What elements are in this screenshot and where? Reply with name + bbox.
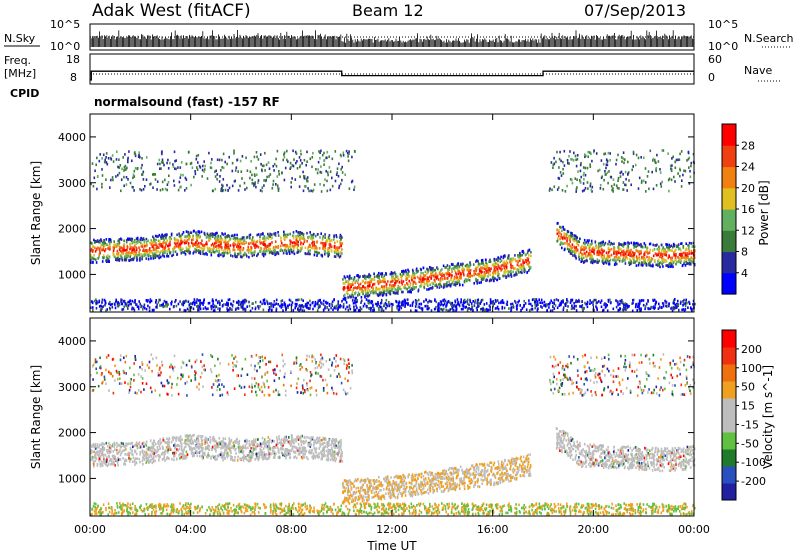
freq-tick-18: 18 — [66, 53, 80, 66]
time-axis-label: Time UT — [366, 539, 417, 553]
nave-label: Nave — [744, 64, 772, 77]
beam-title: Beam 12 — [352, 1, 424, 20]
cpid-label: CPID — [10, 87, 39, 100]
colorbar-tick-label: 8 — [741, 246, 748, 259]
xtick-label: 12:00 — [376, 523, 408, 536]
ytick-label: 4000 — [58, 335, 86, 348]
frequency-trace — [90, 70, 694, 81]
colorbar-tick-label: -15 — [741, 418, 759, 431]
xtick-label: 00:00 — [74, 523, 106, 536]
freq-panel: Freq. [MHz] 18 8 60 0 Nave — [4, 53, 780, 85]
noise-search-label: N.Search — [744, 32, 794, 45]
power-panel: 1000 2000 3000 4000 Slant Range [km] 4 8 12 16… — [29, 113, 771, 313]
ytick-label: 2000 — [58, 223, 86, 236]
colorbar-tick-label: -50 — [741, 437, 759, 450]
colorbar-tick-label: 200 — [741, 343, 762, 356]
noise-sky-trace — [89, 30, 694, 47]
colorbar-tick-label: 50 — [741, 381, 755, 394]
colorbar-tick-label: 15 — [741, 400, 755, 413]
xtick-label: 04:00 — [175, 523, 207, 536]
colorbar-tick-label: 24 — [741, 161, 755, 174]
noise-top-tick-left: 10^5 — [50, 18, 80, 31]
colorbar-tick-label: 20 — [741, 182, 755, 195]
colorbar-tick-label: 16 — [741, 203, 755, 216]
colorbar-tick-label: -200 — [741, 475, 766, 488]
noise-top-tick-right: 10^5 — [708, 18, 738, 31]
xtick-label: 00:00 — [678, 523, 710, 536]
date-title: 07/Sep/2013 — [584, 1, 686, 20]
power-colorbar-label: Power [dB] — [757, 180, 771, 245]
time-axis: 00:00 04:00 08:00 12:00 16:00 20:00 00:00 — [74, 114, 710, 536]
noise-panel: 10^5 10^0 10^5 10^0 N.Sky N.Search — [4, 18, 794, 53]
cpid-text: normalsound (fast) -157 RF — [94, 95, 280, 109]
velocity-colorbar-label: Velocity [m s^-1] — [761, 365, 775, 469]
power-colorbar: 4 8 12 16 20 24 28 — [721, 123, 755, 295]
noise-bottom-tick-left: 10^0 — [50, 40, 80, 53]
xtick-label: 20:00 — [577, 523, 609, 536]
colorbar-tick-label: 28 — [741, 139, 755, 152]
station-title: Adak West (fitACF) — [92, 1, 251, 21]
power-ylabel: Slant Range [km] — [29, 161, 43, 265]
velocity-colorbar: -200 -100 -50 -15 15 50 100 200 — [721, 329, 766, 501]
nave-tick-0: 0 — [708, 71, 715, 84]
power-data — [90, 149, 696, 313]
ytick-label: 1000 — [58, 472, 86, 485]
velocity-ylabel: Slant Range [km] — [29, 365, 43, 469]
freq-label-1: Freq. — [4, 54, 31, 67]
freq-label-2: [MHz] — [4, 67, 36, 80]
nave-tick-60: 60 — [708, 53, 722, 66]
velocity-data — [90, 353, 696, 517]
colorbar-tick-label: 4 — [741, 267, 748, 280]
colorbar-tick-label: -100 — [741, 456, 766, 469]
freq-tick-8: 8 — [70, 71, 77, 84]
ytick-label: 3000 — [58, 177, 86, 190]
colorbar-tick-label: 100 — [741, 362, 762, 375]
ytick-label: 1000 — [58, 268, 86, 281]
noise-bottom-tick-right: 10^0 — [708, 40, 738, 53]
ytick-label: 2000 — [58, 427, 86, 440]
ytick-label: 4000 — [58, 131, 86, 144]
xtick-label: 16:00 — [477, 523, 509, 536]
xtick-label: 08:00 — [275, 523, 307, 536]
ytick-label: 3000 — [58, 381, 86, 394]
velocity-panel: 1000 2000 3000 4000 Slant Range [km] -200 -1… — [29, 317, 775, 517]
noise-sky-label: N.Sky — [4, 32, 36, 45]
colorbar-tick-label: 12 — [741, 224, 755, 237]
